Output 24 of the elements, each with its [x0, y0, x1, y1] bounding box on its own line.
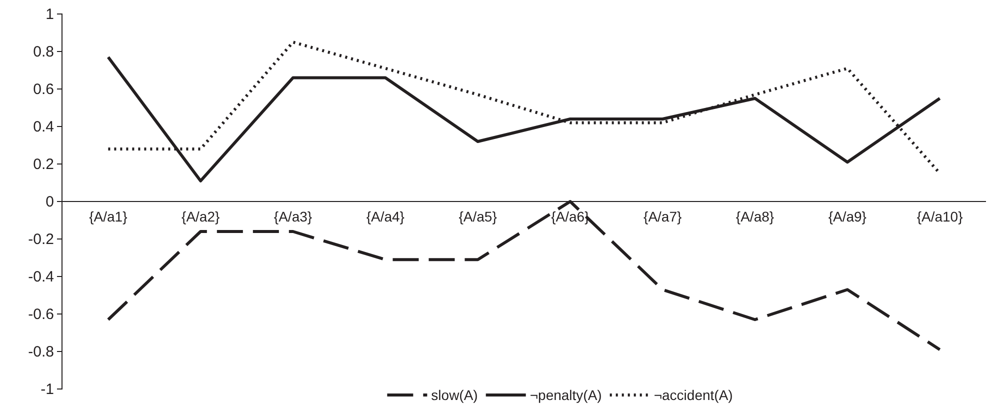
x-tick-label: {A/a2} [182, 208, 220, 224]
y-tick-label: 0.2 [33, 156, 54, 173]
x-tick-label: {A/a7} [644, 208, 682, 224]
x-tick-label: {A/a9} [828, 208, 867, 224]
legend-label: slow(A) [431, 387, 478, 403]
x-tick-label: {A/a4} [366, 208, 405, 224]
x-tick-label: {A/a10} [916, 208, 964, 224]
y-tick-label: -1 [40, 380, 54, 398]
legend-label: ¬penalty(A) [530, 387, 602, 403]
y-tick-label: -0.2 [28, 230, 54, 248]
y-tick-label: 0.6 [33, 80, 54, 98]
y-tick-label: -0.6 [28, 306, 54, 323]
y-tick-label: 0.8 [33, 43, 54, 60]
x-tick-label: {A/a6} [551, 208, 590, 224]
y-tick-label: -0.4 [28, 268, 54, 286]
y-tick-label: 0.4 [33, 118, 54, 136]
legend-label: ¬accident(A) [654, 387, 733, 403]
x-tick-label: {A/a8} [736, 208, 774, 224]
x-tick-label: {A/a5} [458, 208, 498, 224]
x-tick-label: {A/a1} [89, 208, 128, 224]
y-tick-label: 1 [46, 6, 54, 23]
y-tick-label: -0.8 [28, 343, 54, 360]
y-tick-label: 0 [46, 193, 54, 210]
x-tick-label: {A/a3} [274, 208, 312, 224]
